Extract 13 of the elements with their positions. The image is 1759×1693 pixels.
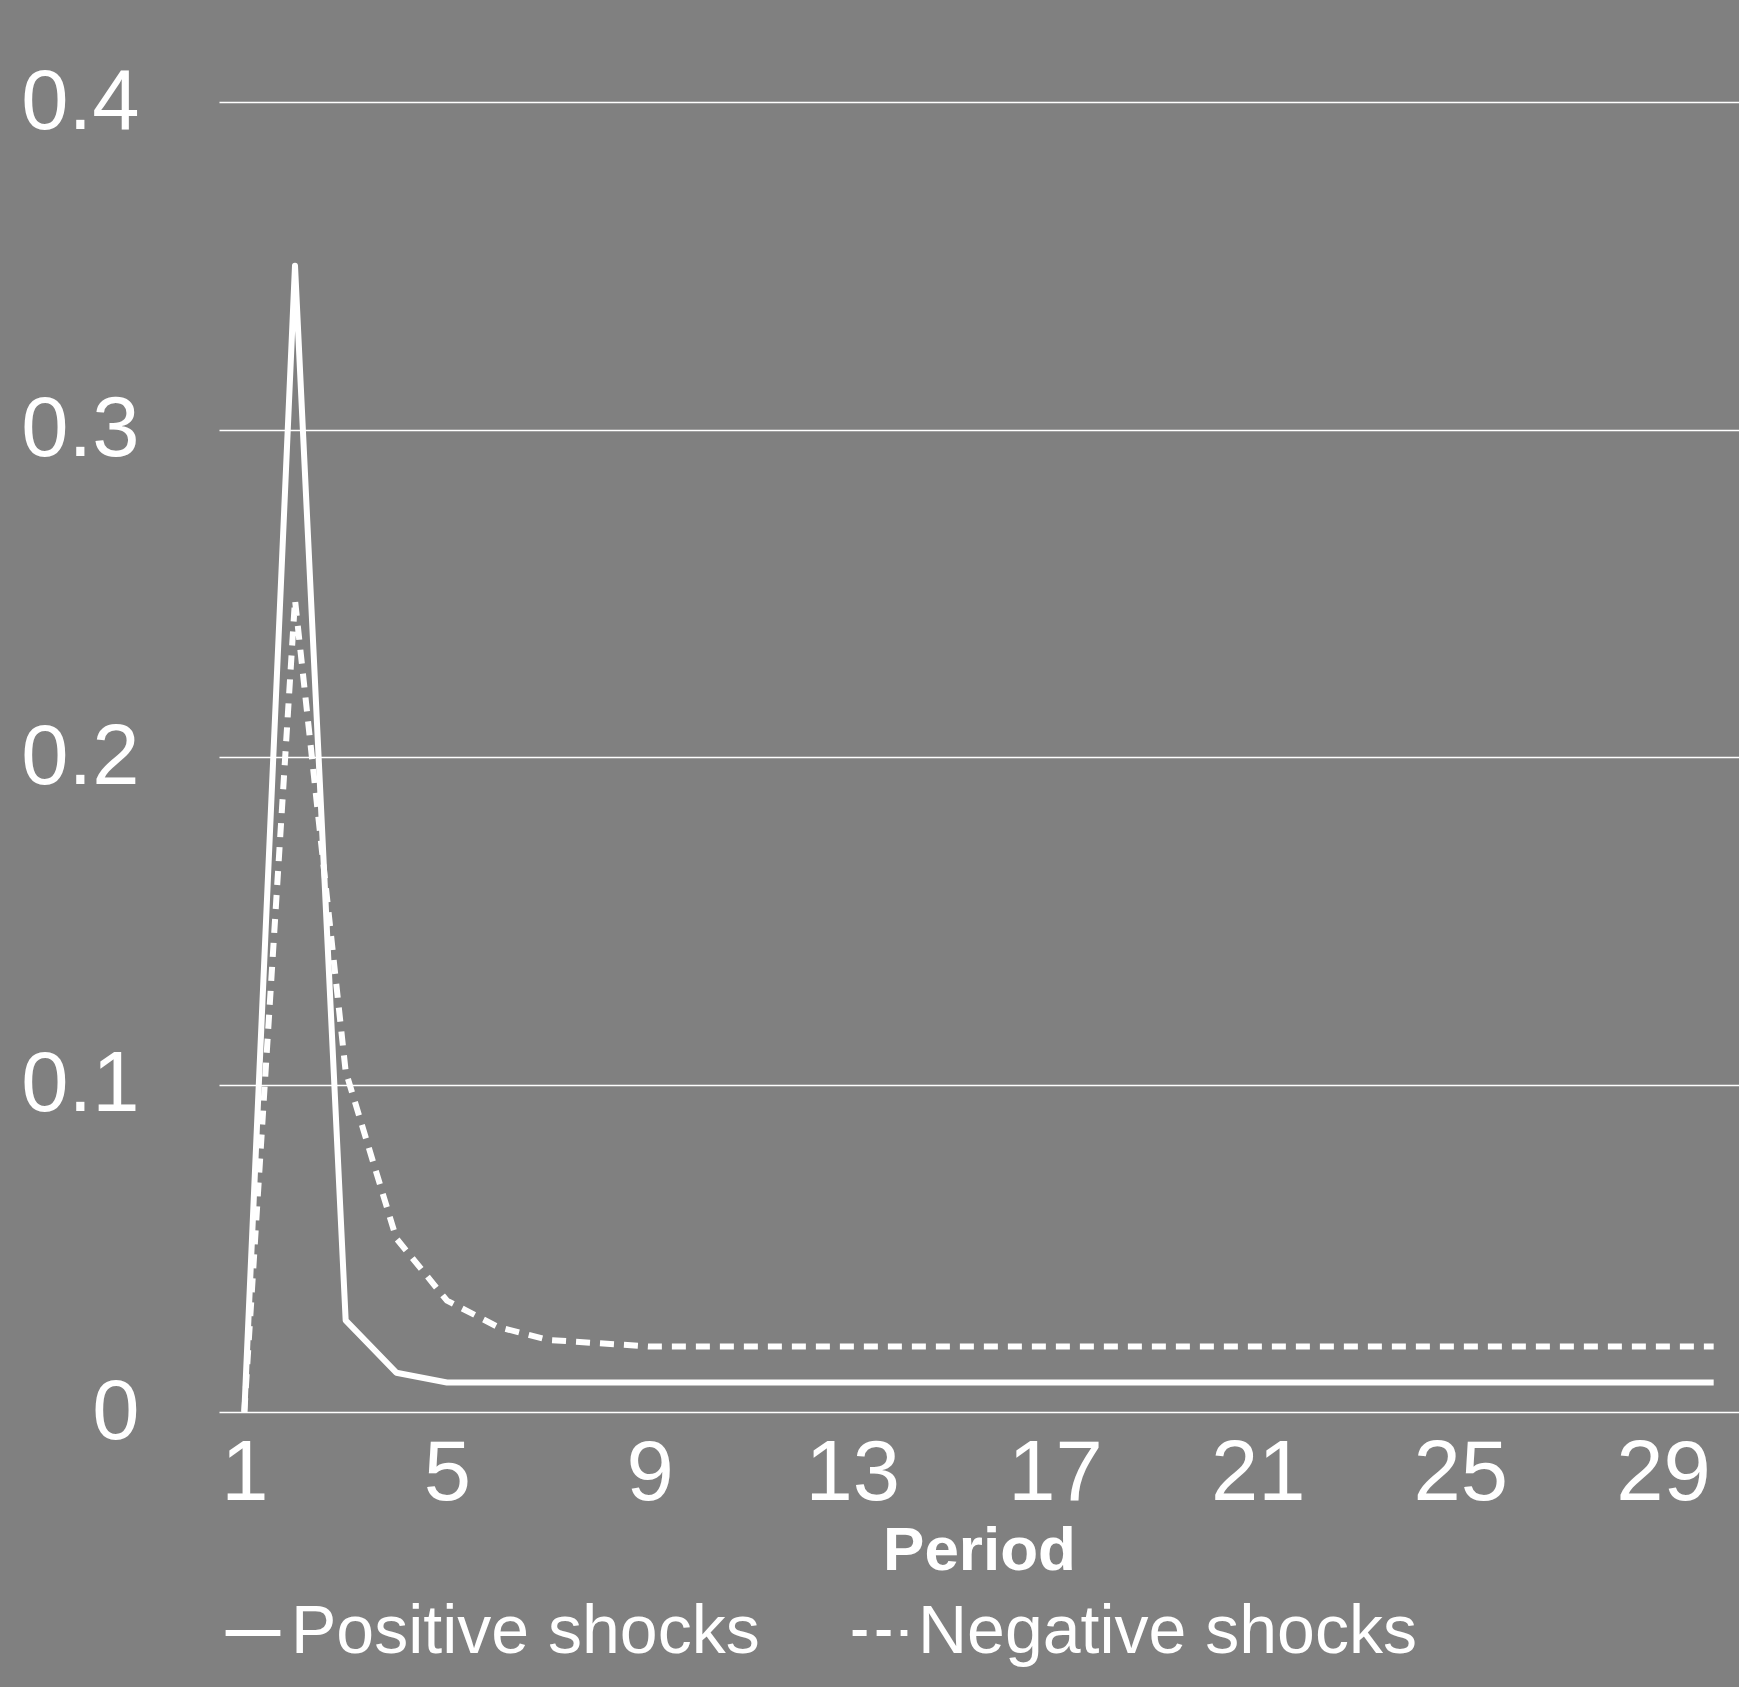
y-tick-label: 0.2 [21, 706, 140, 802]
y-tick-label: 0.1 [21, 1034, 140, 1129]
y-tick-label: 0.4 [21, 51, 140, 147]
legend-label: Negative shocks [918, 1591, 1417, 1667]
x-tick-label: 21 [1210, 1422, 1306, 1518]
x-tick-label: 5 [423, 1422, 472, 1518]
y-tick-label: 0.3 [21, 379, 140, 474]
x-tick-label: 9 [626, 1422, 674, 1518]
x-tick-label: 25 [1413, 1422, 1509, 1518]
legend-label: Positive shocks [291, 1591, 760, 1667]
y-tick-label: 0 [92, 1361, 140, 1457]
x-tick-label: 1 [221, 1422, 269, 1518]
x-tick-label: 29 [1616, 1422, 1711, 1518]
